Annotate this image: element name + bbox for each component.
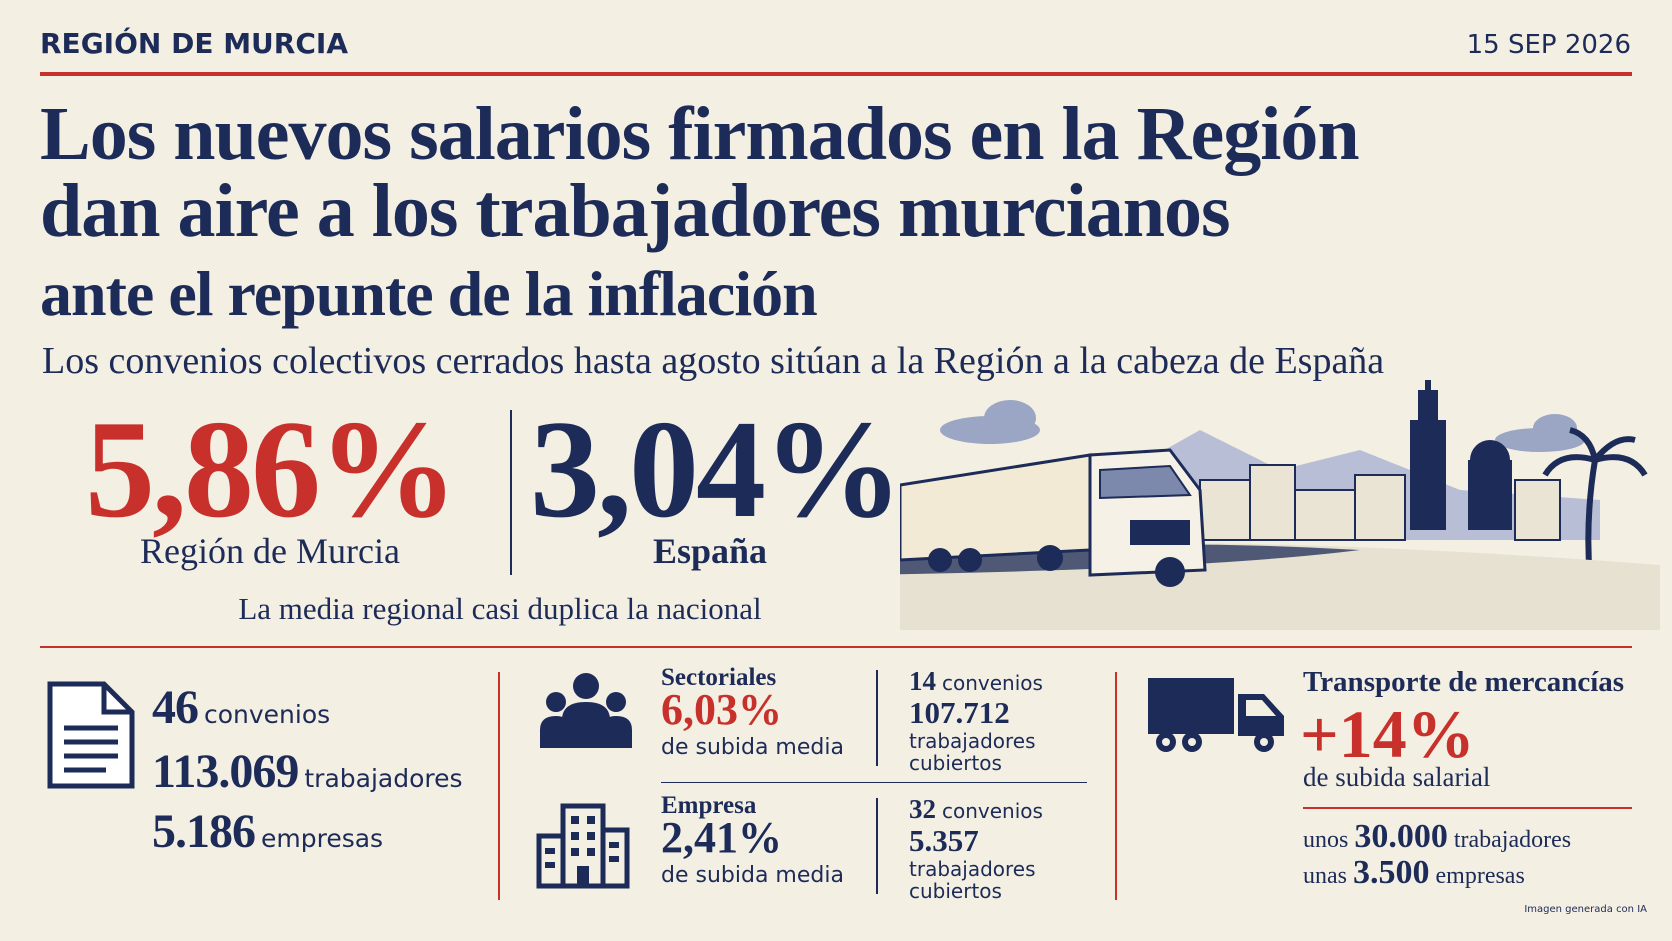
segment-workers-label: trabajadores cubiertos: [909, 729, 1036, 775]
total-line: 46 convenios: [152, 684, 330, 732]
total-number: 46: [152, 681, 199, 734]
truck: [900, 448, 1207, 587]
transport-rule: [1303, 807, 1632, 809]
segment-name: Sectoriales: [661, 664, 777, 691]
number: 14: [909, 666, 936, 696]
segment-rise: 6,03%: [661, 685, 782, 734]
total-label: empresas: [261, 824, 384, 853]
section-rule: [40, 646, 1632, 648]
segment-rule: [661, 782, 1087, 783]
truck-icon: [1148, 678, 1284, 752]
transport-companies: unas 3.500 empresas: [1303, 856, 1525, 890]
clouds: [940, 400, 1585, 452]
header-rule: [40, 72, 1632, 76]
total-number: 113.069: [152, 745, 299, 798]
comparison-note: La media regional casi duplica la nacion…: [238, 591, 762, 626]
document-icon: [47, 681, 135, 789]
subtitle: Los convenios colectivos cerrados hasta …: [42, 340, 1385, 382]
spain-value: 3,04%: [530, 392, 903, 547]
segment-agreements: 32 convenios: [909, 796, 1043, 823]
illustration: [900, 380, 1660, 630]
murcia-label: Región de Murcia: [140, 531, 400, 571]
number: 32: [909, 794, 936, 824]
divider: [1115, 672, 1117, 900]
transport-title: Transporte de mercancías: [1303, 666, 1625, 698]
segment-rise-label: de subida media: [661, 735, 844, 760]
number: 30.000: [1354, 818, 1448, 855]
segment-divider: [876, 798, 878, 894]
headline-line: Los nuevos salarios firmados en la Regió…: [40, 92, 1360, 176]
segment-name: Empresa: [661, 792, 757, 819]
spain-label: España: [652, 531, 768, 571]
segment-rise: 2,41%: [661, 813, 782, 862]
headline-line: ante el repunte de la inflación: [40, 258, 818, 329]
region-label: REGIÓN DE MURCIA: [40, 27, 348, 60]
city: [1410, 380, 1512, 530]
segment-divider: [876, 670, 878, 766]
transport-rise-label: de subida salarial: [1303, 762, 1491, 792]
transport-rise: +14%: [1300, 696, 1475, 772]
label: trabajadores: [1453, 827, 1572, 853]
murcia-value: 5,86%: [85, 392, 458, 547]
footer-note: Imagen generada con IA: [1524, 904, 1647, 915]
segment-workers: 107.712: [909, 695, 1010, 730]
segment-workers-label: trabajadores cubiertos: [909, 857, 1036, 903]
buildings: [1199, 464, 1561, 541]
headline-line: dan aire a los trabajadores murcianos: [40, 169, 1231, 253]
total-line: 113.069 trabajadores: [152, 748, 463, 796]
divider: [510, 410, 512, 575]
label: convenios: [942, 671, 1043, 695]
total-label: trabajadores: [304, 764, 463, 793]
number: 3.500: [1353, 854, 1430, 891]
divider: [498, 672, 500, 900]
total-label: convenios: [204, 700, 331, 729]
total-line: 5.186 empresas: [152, 808, 383, 856]
prefix: unos: [1303, 827, 1349, 853]
date: 15 SEP 2026: [1466, 30, 1631, 60]
label: convenios: [942, 799, 1043, 823]
prefix: unas: [1303, 863, 1347, 889]
building-icon: [536, 803, 630, 889]
total-number: 5.186: [152, 805, 256, 858]
segment-workers: 5.357: [909, 823, 979, 858]
transport-workers: unos 30.000 trabajadores: [1303, 820, 1571, 854]
segment-rise-label: de subida media: [661, 863, 844, 888]
label: empresas: [1435, 863, 1525, 889]
segment-agreements: 14 convenios: [909, 668, 1043, 695]
people-icon: [540, 673, 632, 748]
